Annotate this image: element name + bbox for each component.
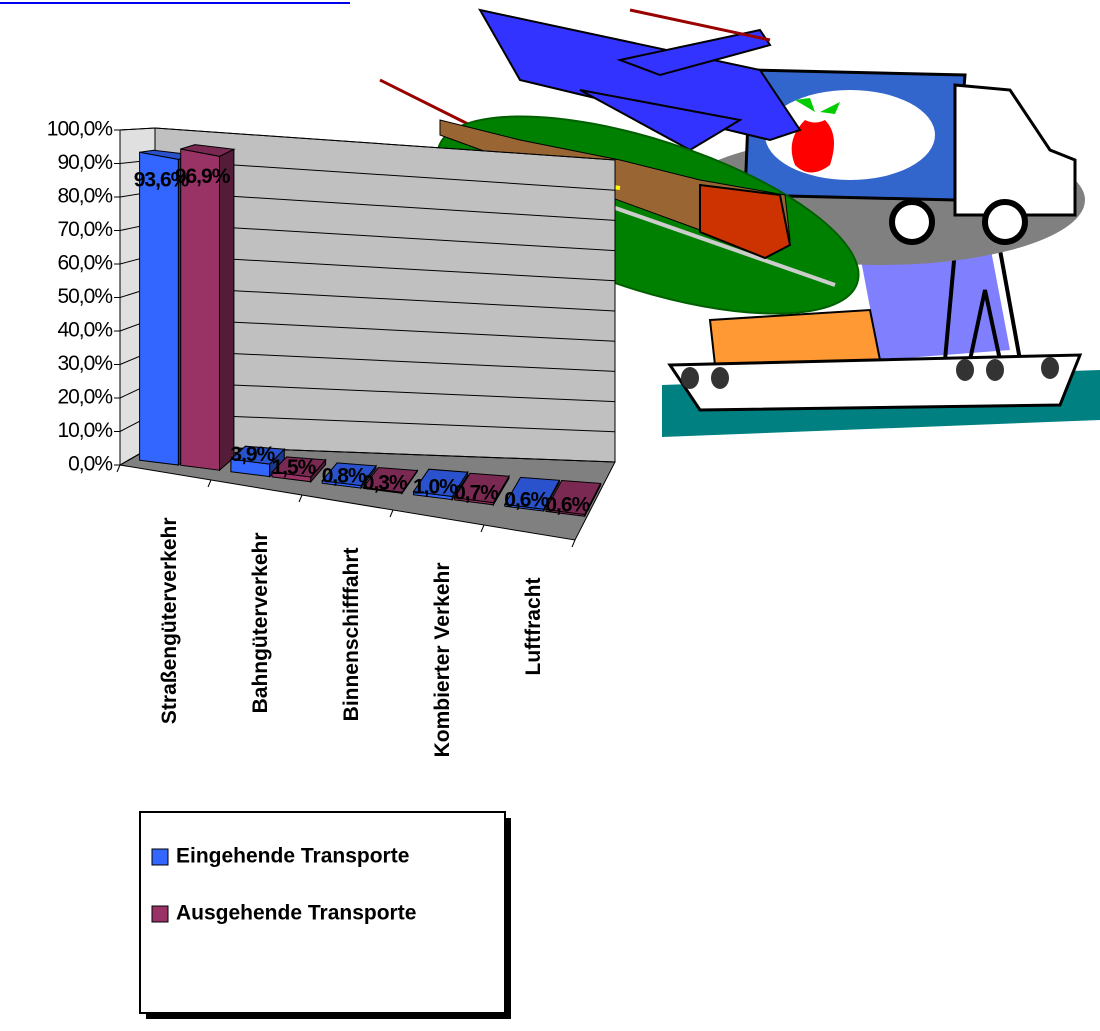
- page: {"chart_data": {"type": "bar3d", "catego…: [0, 0, 1100, 1026]
- y-tick-label: 0,0%: [68, 453, 112, 476]
- x-tick-label: Binnenschifffahrt: [340, 548, 363, 722]
- bar-side: [220, 149, 234, 470]
- y-tick-label: 20,0%: [57, 386, 112, 409]
- x-tick-mark: [299, 495, 302, 502]
- value-label: 3,9%: [230, 443, 275, 466]
- y-tick-label: 100,0%: [47, 118, 113, 141]
- y-tick-label: 30,0%: [57, 352, 112, 375]
- legend-swatch: [152, 849, 168, 865]
- value-label: 0,3%: [363, 471, 408, 494]
- y-tick-label: 80,0%: [57, 185, 112, 208]
- y-tick-label: 10,0%: [57, 419, 112, 442]
- value-label: 96,9%: [175, 165, 231, 188]
- x-tick-mark: [208, 480, 211, 487]
- y-tick-label: 50,0%: [57, 285, 112, 308]
- chart: 0,0% 10,0% 20,0% 30,0% 40,0% 50,0% 60,0% 70,0% 8…: [0, 0, 1100, 1026]
- x-tick-mark: [572, 540, 575, 547]
- x-tick-mark: [481, 525, 484, 532]
- bar-front: [140, 152, 179, 465]
- x-tick-label: Bahngüterverkehr: [249, 533, 272, 714]
- x-tick-label: Straßengüterverkehr: [158, 518, 181, 725]
- legend-swatch: [152, 906, 168, 922]
- value-label: 0,6%: [545, 494, 590, 517]
- y-tick-label: 60,0%: [57, 252, 112, 275]
- value-label: 1,5%: [271, 456, 316, 479]
- value-label: 0,8%: [322, 465, 367, 488]
- bar-front: [181, 149, 220, 470]
- value-label: 0,6%: [504, 488, 549, 511]
- legend-label: Eingehende Transporte: [176, 845, 409, 868]
- y-tick-label: 90,0%: [57, 151, 112, 174]
- x-tick-mark: [390, 510, 393, 517]
- x-tick-mark: [117, 465, 120, 472]
- bar: [181, 145, 234, 471]
- plot-area: 0,0% 10,0% 20,0% 30,0% 40,0% 50,0% 60,0% 70,0% 8…: [47, 118, 615, 758]
- value-label: 0,7%: [454, 482, 499, 505]
- value-label: 1,0%: [413, 476, 458, 499]
- x-tick-label: Kombierter Verkehr: [431, 563, 454, 758]
- y-tick-label: 40,0%: [57, 319, 112, 342]
- legend-label: Ausgehende Transporte: [176, 902, 416, 925]
- y-tick-label: 70,0%: [57, 218, 112, 241]
- x-tick-label: Luftfracht: [522, 578, 545, 676]
